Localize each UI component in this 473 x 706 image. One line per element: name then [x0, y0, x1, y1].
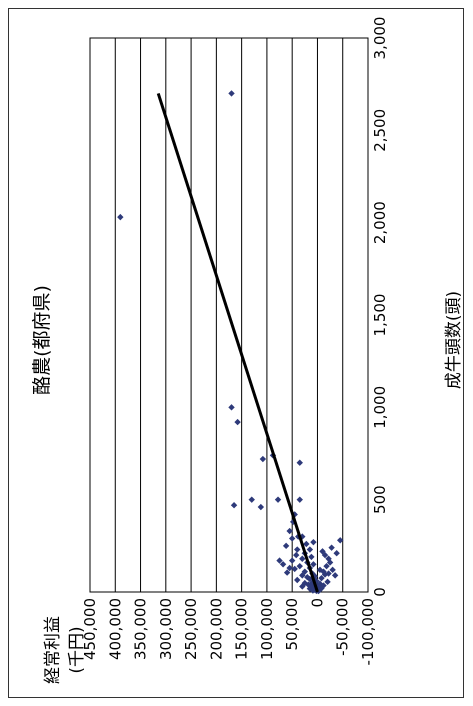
x-tick-label: 1,000	[371, 386, 389, 429]
data-point	[282, 542, 290, 550]
y-tick-label: 300,000	[157, 598, 175, 660]
y-axis-ticks: 450,000 400,000 350,000 300,000 250,000 200,0…	[81, 598, 377, 665]
data-point	[324, 578, 331, 586]
data-point	[288, 535, 296, 542]
chart-frame	[8, 8, 464, 698]
data-point	[296, 562, 303, 570]
data-point	[299, 583, 306, 590]
x-tick-label: 2,500	[371, 109, 389, 152]
data-point	[286, 564, 293, 572]
y-axis-label: 経常利益 (千円)	[43, 616, 87, 684]
data-point	[309, 587, 317, 594]
data-point	[291, 565, 298, 573]
data-point	[248, 496, 255, 503]
data-point	[310, 538, 317, 546]
data-point	[296, 496, 303, 503]
data-point	[228, 404, 235, 411]
data-point	[319, 548, 326, 555]
y-tick-label: 100,000	[258, 598, 276, 660]
chart-title: 酪農(都府県)	[31, 285, 53, 395]
y-axis-label-line-2: (千円)	[67, 626, 87, 673]
x-tick-label: 1,500	[371, 294, 389, 337]
x-tick-label: 3,000	[371, 17, 389, 60]
y-tick-label: -50,000	[334, 598, 352, 656]
y-tick-label: 150,000	[233, 598, 251, 660]
y-tick-label: 450,000	[81, 598, 99, 660]
y-tick-label: -100,000	[359, 598, 377, 665]
data-point	[320, 582, 327, 589]
data-point	[308, 553, 315, 561]
y-tick-label: 350,000	[132, 598, 150, 660]
data-point	[257, 503, 265, 511]
y-tick-label: 250,000	[182, 598, 200, 660]
data-point	[234, 418, 241, 426]
x-tick-label: 2,000	[371, 201, 389, 244]
data-point	[306, 546, 314, 553]
data-point	[293, 551, 300, 559]
data-points	[117, 90, 344, 595]
data-point	[337, 537, 344, 544]
x-tick-label: 500	[371, 485, 389, 514]
data-point	[309, 579, 316, 586]
data-point	[294, 546, 301, 553]
data-point	[276, 557, 283, 564]
y-tick-label: 400,000	[106, 598, 124, 660]
data-point	[230, 502, 238, 509]
x-tick-label: 0	[371, 587, 389, 597]
data-point	[331, 572, 339, 579]
data-point	[318, 585, 325, 592]
data-point	[323, 562, 330, 570]
data-point	[303, 540, 310, 548]
data-point	[318, 574, 325, 582]
y-axis-label-line-1: 経常利益	[43, 616, 63, 684]
data-point	[288, 557, 296, 564]
data-point	[301, 568, 309, 575]
data-point	[333, 550, 340, 557]
data-point	[305, 581, 312, 588]
data-point	[283, 569, 291, 576]
data-point	[259, 455, 267, 463]
data-point	[299, 555, 306, 562]
data-point	[299, 572, 306, 579]
data-point	[286, 527, 293, 535]
data-point	[325, 570, 332, 577]
data-point	[294, 576, 301, 584]
data-point	[316, 580, 324, 587]
data-point	[325, 555, 332, 562]
y-tick-label: 200,000	[207, 598, 225, 660]
data-point	[329, 566, 336, 574]
data-point	[274, 496, 282, 503]
data-point	[310, 561, 317, 568]
data-point	[228, 90, 235, 97]
x-axis-ticks: 0 500 1,000 1,500 2,000 2,500 3,000	[371, 17, 389, 597]
trend-line	[156, 92, 319, 593]
data-point	[328, 544, 335, 551]
data-point	[117, 213, 124, 221]
data-point	[291, 511, 298, 518]
data-point	[320, 568, 327, 575]
x-axis-label: 成牛頭数(頭)	[444, 291, 464, 389]
y-tick-label: 0	[308, 598, 326, 608]
data-point	[279, 561, 287, 568]
y-tick-label: 50,000	[283, 598, 301, 651]
data-point	[296, 459, 303, 466]
plot-area-border	[89, 37, 369, 593]
data-point	[313, 577, 320, 585]
